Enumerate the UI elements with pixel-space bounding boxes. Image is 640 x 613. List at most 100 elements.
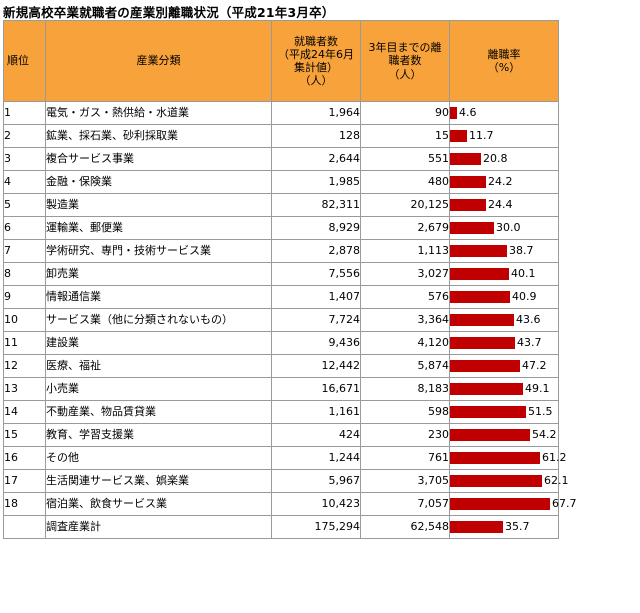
rate-label: 4.6 bbox=[459, 106, 477, 120]
table-row: 1 電気・ガス・熱供給・水道業 1,964 90 4.6 bbox=[3, 101, 559, 125]
quit-cell: 551 bbox=[360, 147, 450, 171]
rank-cell: 10 bbox=[3, 308, 46, 332]
rate-label: 38.7 bbox=[509, 244, 534, 258]
rate-cell: 54.2 bbox=[449, 423, 559, 447]
rate-bar bbox=[450, 429, 530, 441]
industry-cell: 医療、福祉 bbox=[45, 354, 272, 378]
rank-cell: 3 bbox=[3, 147, 46, 171]
rank-cell: 6 bbox=[3, 216, 46, 240]
industry-cell: 情報通信業 bbox=[45, 285, 272, 309]
rate-cell: 4.6 bbox=[449, 101, 559, 125]
table-row: 12 医療、福祉 12,442 5,874 47.2 bbox=[3, 354, 559, 378]
rate-label: 40.1 bbox=[511, 267, 536, 281]
quit-cell: 3,364 bbox=[360, 308, 450, 332]
rate-label: 20.8 bbox=[483, 152, 508, 166]
rate-label: 35.7 bbox=[505, 520, 530, 534]
rate-bar bbox=[450, 475, 542, 487]
rate-label: 51.5 bbox=[528, 405, 553, 419]
employed-cell: 2,644 bbox=[271, 147, 361, 171]
rate-bar-wrap: 47.2 bbox=[450, 355, 558, 377]
rate-cell: 40.1 bbox=[449, 262, 559, 286]
rate-bar-wrap: 38.7 bbox=[450, 240, 558, 262]
rate-cell: 43.7 bbox=[449, 331, 559, 355]
rate-bar-wrap: 30.0 bbox=[450, 217, 558, 239]
rank-cell: 7 bbox=[3, 239, 46, 263]
employed-cell: 1,244 bbox=[271, 446, 361, 470]
rate-cell: 61.2 bbox=[449, 446, 567, 470]
rate-bar bbox=[450, 337, 515, 349]
rate-cell: 49.1 bbox=[449, 377, 559, 401]
rank-cell: 1 bbox=[3, 101, 46, 125]
rate-bar-wrap: 62.1 bbox=[450, 470, 569, 492]
rank-cell: 4 bbox=[3, 170, 46, 194]
quit-cell: 3,027 bbox=[360, 262, 450, 286]
rate-cell: 47.2 bbox=[449, 354, 559, 378]
rate-bar-wrap: 24.4 bbox=[450, 194, 558, 216]
rate-bar-wrap: 4.6 bbox=[450, 102, 558, 124]
employed-cell: 8,929 bbox=[271, 216, 361, 240]
rate-label: 24.4 bbox=[488, 198, 513, 212]
turnover-table: 順位 産業分類 就職者数 （平成24年6月 集計値） （人） 3年目までの離 職… bbox=[3, 20, 577, 539]
rate-bar bbox=[450, 176, 486, 188]
employed-cell: 10,423 bbox=[271, 492, 361, 516]
rate-label: 40.9 bbox=[512, 290, 537, 304]
rank-cell: 2 bbox=[3, 124, 46, 148]
rate-bar bbox=[450, 521, 503, 533]
header-rate: 離職率 （%） bbox=[449, 20, 559, 102]
header-industry: 産業分類 bbox=[45, 20, 272, 102]
rate-cell: 24.4 bbox=[449, 193, 559, 217]
rate-bar bbox=[450, 360, 520, 372]
rate-bar bbox=[450, 498, 550, 510]
rate-cell: 62.1 bbox=[449, 469, 569, 493]
rank-cell: 12 bbox=[3, 354, 46, 378]
rate-bar-wrap: 24.2 bbox=[450, 171, 558, 193]
quit-cell: 230 bbox=[360, 423, 450, 447]
industry-cell: 建設業 bbox=[45, 331, 272, 355]
quit-cell: 8,183 bbox=[360, 377, 450, 401]
industry-cell: 運輸業、郵便業 bbox=[45, 216, 272, 240]
quit-cell: 1,113 bbox=[360, 239, 450, 263]
rate-cell: 43.6 bbox=[449, 308, 559, 332]
employed-cell: 7,556 bbox=[271, 262, 361, 286]
rate-bar-wrap: 49.1 bbox=[450, 378, 558, 400]
table-row: 6 運輸業、郵便業 8,929 2,679 30.0 bbox=[3, 216, 559, 240]
rate-cell: 67.7 bbox=[449, 492, 577, 516]
header-rank: 順位 bbox=[3, 20, 46, 102]
rate-bar-wrap: 43.7 bbox=[450, 332, 558, 354]
employed-cell: 9,436 bbox=[271, 331, 361, 355]
rate-bar bbox=[450, 153, 481, 165]
header-employed: 就職者数 （平成24年6月 集計値） （人） bbox=[271, 20, 361, 102]
industry-cell: 不動産業、物品賃貸業 bbox=[45, 400, 272, 424]
employed-cell: 5,967 bbox=[271, 469, 361, 493]
rate-bar bbox=[450, 245, 507, 257]
quit-cell: 576 bbox=[360, 285, 450, 309]
industry-cell: 小売業 bbox=[45, 377, 272, 401]
industry-cell: 生活関連サービス業、娯楽業 bbox=[45, 469, 272, 493]
table-row: 11 建設業 9,436 4,120 43.7 bbox=[3, 331, 559, 355]
quit-cell: 62,548 bbox=[360, 515, 450, 539]
rate-cell: 30.0 bbox=[449, 216, 559, 240]
quit-cell: 3,705 bbox=[360, 469, 450, 493]
quit-cell: 7,057 bbox=[360, 492, 450, 516]
industry-cell: サービス業（他に分類されないもの） bbox=[45, 308, 272, 332]
rate-bar bbox=[450, 314, 514, 326]
table-row: 18 宿泊業、飲食サービス業 10,423 7,057 67.7 bbox=[3, 492, 577, 516]
rate-cell: 11.7 bbox=[449, 124, 559, 148]
rank-cell: 8 bbox=[3, 262, 46, 286]
employed-cell: 1,161 bbox=[271, 400, 361, 424]
quit-cell: 20,125 bbox=[360, 193, 450, 217]
rate-bar-wrap: 67.7 bbox=[450, 493, 577, 515]
industry-cell: 学術研究、専門・技術サービス業 bbox=[45, 239, 272, 263]
header-row: 順位 産業分類 就職者数 （平成24年6月 集計値） （人） 3年目までの離 職… bbox=[3, 20, 559, 102]
quit-cell: 5,874 bbox=[360, 354, 450, 378]
rate-bar bbox=[450, 199, 486, 211]
rate-cell: 40.9 bbox=[449, 285, 559, 309]
rate-cell: 24.2 bbox=[449, 170, 559, 194]
rate-cell: 38.7 bbox=[449, 239, 559, 263]
rank-cell: 5 bbox=[3, 193, 46, 217]
rate-bar-wrap: 35.7 bbox=[450, 516, 558, 538]
rate-bar bbox=[450, 383, 523, 395]
industry-cell: 教育、学習支援業 bbox=[45, 423, 272, 447]
employed-cell: 175,294 bbox=[271, 515, 361, 539]
rate-bar bbox=[450, 222, 494, 234]
